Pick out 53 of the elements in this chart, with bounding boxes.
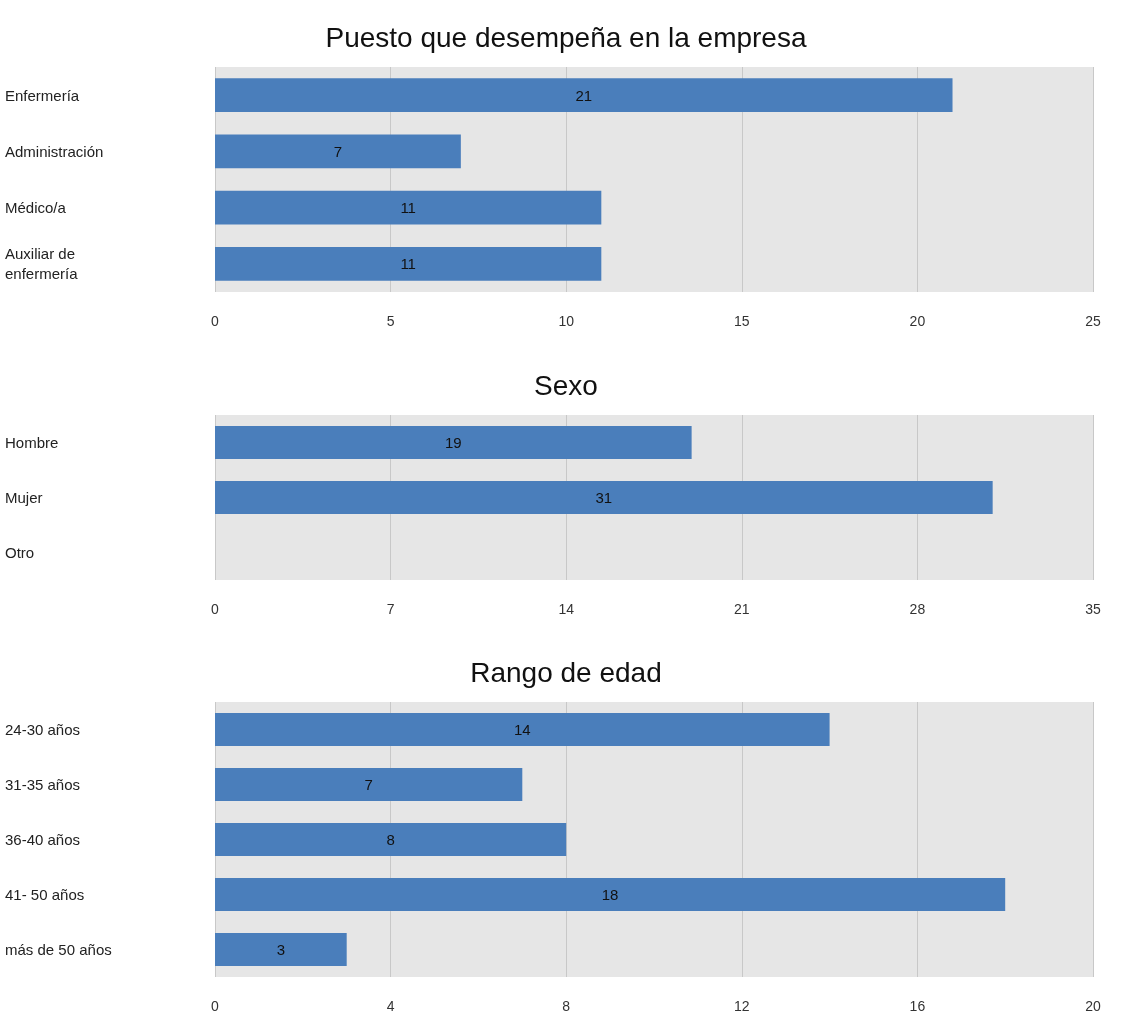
y-tick-label: Médico/a <box>5 199 67 217</box>
x-tick-label: 28 <box>909 601 926 617</box>
x-tick-label: 5 <box>386 313 395 329</box>
x-tick-label: 7 <box>386 601 395 617</box>
x-tick-label: 10 <box>558 313 575 329</box>
data-label: 19 <box>444 434 462 451</box>
bar <box>215 713 830 746</box>
data-label: 7 <box>333 142 343 160</box>
bar <box>215 823 567 856</box>
x-tick-label: 15 <box>734 313 750 329</box>
y-tick-label: Enfermería <box>5 86 80 104</box>
bar <box>215 768 523 801</box>
x-tick-label: 0 <box>211 998 220 1014</box>
y-tick-label: 36-40 años <box>5 831 81 848</box>
x-tick-label: 20 <box>1085 998 1101 1014</box>
chart-title: Rango de edad <box>470 656 662 688</box>
chart-title: Puesto que desempeña en la empresa <box>325 21 807 53</box>
y-tick-label: Hombre <box>5 434 59 451</box>
data-label: 18 <box>601 886 619 903</box>
data-label: 11 <box>400 199 416 217</box>
bar <box>215 878 1006 911</box>
y-tick-label: 41- 50 años <box>5 886 85 903</box>
data-label: 11 <box>400 255 416 273</box>
x-tick-label: 0 <box>211 313 220 329</box>
data-label: 14 <box>513 721 531 738</box>
x-tick-label: 16 <box>909 998 926 1014</box>
chart-title: Sexo <box>534 369 598 401</box>
bar <box>215 247 602 281</box>
data-label: 8 <box>386 831 395 848</box>
bar <box>215 190 602 225</box>
y-tick-label: 31-35 años <box>5 776 81 793</box>
bar <box>215 78 953 112</box>
x-tick-label: 4 <box>386 998 395 1014</box>
x-tick-label: 21 <box>734 601 750 617</box>
y-tick-label: Auxiliar de enfermería <box>5 245 79 283</box>
data-label: 7 <box>364 776 373 793</box>
y-tick-label: Mujer <box>5 489 43 506</box>
x-tick-label: 35 <box>1085 601 1101 617</box>
bar <box>215 134 461 169</box>
x-tick-label: 20 <box>909 313 926 329</box>
x-tick-label: 25 <box>1085 313 1101 329</box>
data-label: 31 <box>595 489 613 506</box>
x-tick-label: 0 <box>211 601 220 617</box>
data-label: 3 <box>276 941 286 958</box>
x-tick-label: 8 <box>562 998 571 1014</box>
y-tick-label: Administración <box>5 142 104 160</box>
x-tick-label: 14 <box>558 601 575 617</box>
y-tick-label: 24-30 años <box>5 721 81 738</box>
data-label: 21 <box>575 86 593 104</box>
bar <box>215 933 347 966</box>
y-tick-label: Otro <box>5 544 35 561</box>
y-tick-label: más de 50 años <box>5 941 112 958</box>
x-tick-label: 12 <box>734 998 750 1014</box>
